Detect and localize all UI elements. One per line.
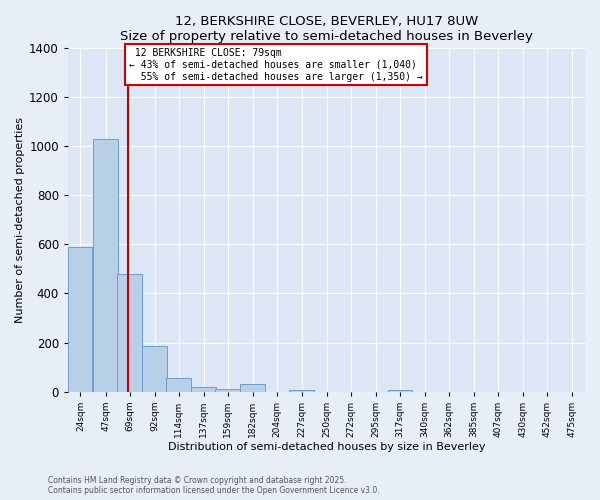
Bar	[166, 378, 191, 392]
Y-axis label: Number of semi-detached properties: Number of semi-detached properties	[15, 117, 25, 323]
Title: 12, BERKSHIRE CLOSE, BEVERLEY, HU17 8UW
Size of property relative to semi-detach: 12, BERKSHIRE CLOSE, BEVERLEY, HU17 8UW …	[120, 15, 533, 43]
Bar	[68, 247, 92, 392]
Bar	[142, 346, 167, 392]
Bar	[388, 390, 412, 392]
Bar	[289, 390, 314, 392]
Bar	[191, 386, 216, 392]
Bar	[117, 274, 142, 392]
Bar	[93, 139, 118, 392]
Text: 12 BERKSHIRE CLOSE: 79sqm
← 43% of semi-detached houses are smaller (1,040)
  55: 12 BERKSHIRE CLOSE: 79sqm ← 43% of semi-…	[129, 48, 423, 82]
X-axis label: Distribution of semi-detached houses by size in Beverley: Distribution of semi-detached houses by …	[168, 442, 485, 452]
Bar	[240, 384, 265, 392]
Bar	[215, 389, 240, 392]
Text: Contains HM Land Registry data © Crown copyright and database right 2025.
Contai: Contains HM Land Registry data © Crown c…	[48, 476, 380, 495]
